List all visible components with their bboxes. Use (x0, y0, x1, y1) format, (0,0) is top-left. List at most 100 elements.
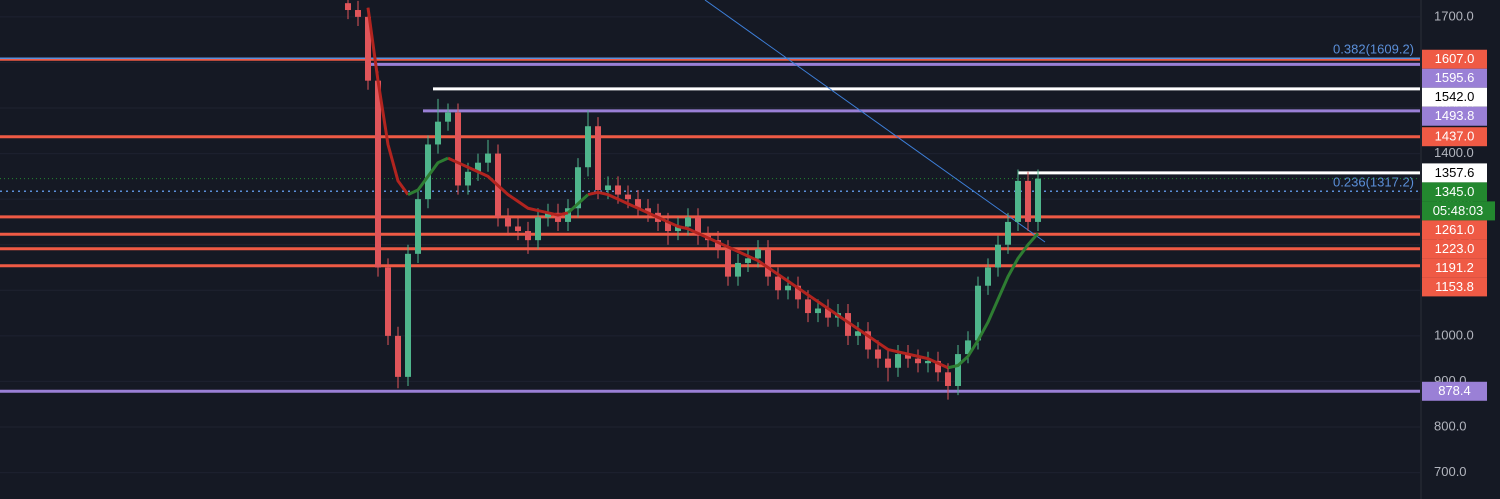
candle-body (525, 231, 531, 241)
price-label: 1261.0 (1435, 222, 1475, 237)
ma-line (566, 193, 590, 214)
candle-body (465, 171, 471, 186)
price-label: 1542.0 (1435, 89, 1475, 104)
candle-body (775, 276, 781, 291)
candle-body (805, 299, 811, 314)
price-label: 1607.0 (1435, 51, 1475, 66)
candle-body (915, 358, 921, 364)
candle-body (865, 331, 871, 350)
price-label-box (1422, 258, 1487, 278)
candles (345, 0, 1041, 400)
fib-label: 0.382(1609.2) (1333, 42, 1414, 57)
candle-body (1035, 178, 1041, 222)
candle-body (935, 360, 941, 373)
candle-body (765, 249, 771, 277)
candle-body (375, 80, 381, 268)
price-label: 1595.6 (1435, 70, 1475, 85)
price-label-box (1422, 87, 1487, 107)
y-tick-label: 1000.0 (1434, 327, 1474, 342)
price-label-box (1422, 239, 1487, 259)
candle-body (875, 349, 881, 359)
candle-body (925, 360, 931, 364)
grid (0, 16, 1420, 474)
y-tick-label: 800.0 (1434, 418, 1467, 433)
price-label-box (1422, 68, 1487, 88)
countdown-box (1422, 201, 1495, 221)
ma-line (947, 232, 1040, 370)
price-label: 1493.8 (1435, 108, 1475, 123)
candle-body (555, 212, 561, 222)
candle-body (1005, 221, 1011, 245)
candle-body (895, 354, 901, 368)
price-label-box (1422, 220, 1487, 240)
candle-body (685, 217, 691, 227)
price-label: 1437.0 (1435, 129, 1475, 144)
candle-body (585, 126, 591, 168)
candle-body (475, 162, 481, 172)
ma-line (587, 190, 949, 370)
candle-body (625, 194, 631, 200)
candle-body (435, 121, 441, 145)
price-label: 878.4 (1438, 383, 1471, 398)
price-label-box (1422, 163, 1487, 183)
price-label-box (1422, 106, 1487, 126)
candle-body (355, 10, 361, 17)
candle-body (385, 267, 391, 336)
candle-body (905, 354, 911, 359)
ma-line (366, 7, 410, 196)
price-label-box (1422, 49, 1487, 69)
candle-body (885, 358, 891, 368)
price-label: 1357.6 (1435, 165, 1475, 180)
candle-body (455, 112, 461, 186)
candle-body (575, 167, 581, 209)
ma-line (447, 156, 569, 217)
price-label-box (1422, 182, 1487, 202)
candle-body (565, 208, 571, 222)
candle-body (515, 226, 521, 232)
candle-body (665, 221, 671, 232)
candle-body (405, 253, 411, 377)
price-label-box (1422, 381, 1487, 401)
candle-body (615, 185, 621, 195)
candle-body (745, 258, 751, 263)
candle-body (345, 3, 351, 11)
fib-label: 0.236(1317.2) (1333, 175, 1414, 190)
candle-body (785, 285, 791, 291)
y-tick-label: 1700.0 (1434, 8, 1474, 23)
countdown-label: 05:48:03 (1433, 203, 1484, 218)
candle-body (485, 153, 491, 163)
candle-body (535, 217, 541, 241)
candle-body (965, 340, 971, 355)
candle-body (845, 313, 851, 336)
candle-body (945, 372, 951, 386)
candle-body (715, 240, 721, 250)
y-tick-label: 1400.0 (1434, 145, 1474, 160)
candle-body (995, 244, 1001, 268)
candle-body (985, 267, 991, 286)
candle-body (415, 199, 421, 254)
candle-body (545, 212, 551, 218)
candle-body (365, 16, 371, 81)
candle-body (695, 217, 701, 236)
trend-line (704, 0, 1046, 243)
candle-body (595, 126, 601, 191)
candle-body (605, 185, 611, 191)
candle-body (645, 208, 651, 213)
candle-body (725, 249, 731, 277)
candle-body (855, 331, 861, 336)
price-label: 1191.2 (1435, 260, 1474, 275)
candle-body (975, 285, 981, 341)
candle-body (1025, 180, 1031, 222)
candle-body (815, 308, 821, 314)
candle-body (675, 226, 681, 232)
price-axis: 700.0800.0900.01000.01100.01200.01300.01… (1422, 8, 1495, 479)
price-label-box (1422, 277, 1487, 297)
candle-body (735, 262, 741, 277)
price-label-box (1422, 127, 1487, 147)
candle-body (825, 308, 831, 318)
candle-body (1015, 180, 1021, 222)
price-label: 1223.0 (1435, 241, 1475, 256)
candle-body (425, 144, 431, 200)
candle-body (395, 335, 401, 377)
